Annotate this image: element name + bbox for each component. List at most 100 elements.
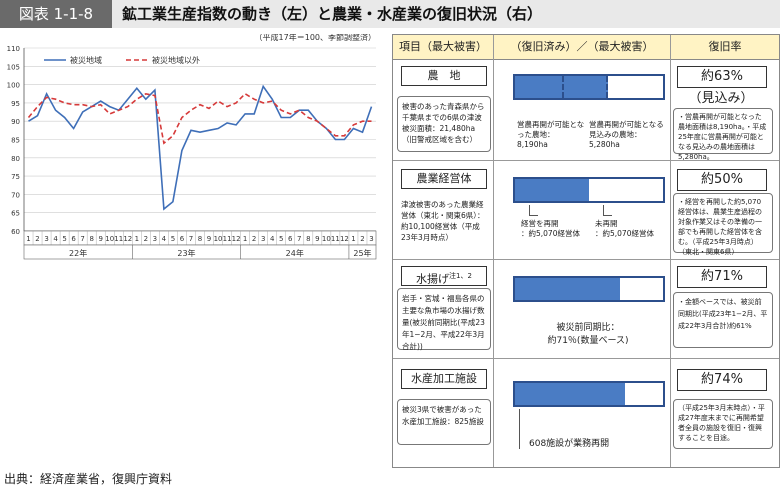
recovered-fill: [515, 383, 625, 405]
x-tick-label: 4: [270, 235, 275, 243]
x-tick-label: 9: [315, 235, 319, 243]
rate-description: （平成25年3月末時点）・平成27年度末までに再開希望者全員の施設を復旧・復興す…: [673, 399, 773, 449]
y-tick-label: 65: [11, 210, 20, 218]
header-item: 項目（最大被害）: [399, 40, 487, 53]
source-note: 出典：経済産業省，復興庁資料: [4, 472, 173, 486]
table-row-farm-entities: 農業経営体 津波被害のあった農業経営体（東北・関東6県）：約10,100経営体（…: [393, 161, 779, 260]
x-tick-label: 2: [360, 235, 364, 243]
x-tick-label: 3: [153, 235, 157, 243]
recovery-rate: 約63%: [677, 66, 767, 88]
item-label: 農業経営体: [401, 169, 487, 189]
item-label: 農 地: [401, 66, 487, 86]
x-tick-label: 5: [279, 235, 283, 243]
recovery-rate-sub: （見込み）: [688, 91, 754, 106]
x-tick-label: 9: [207, 235, 211, 243]
recovered-fill: [515, 278, 621, 300]
note-recovered: 営農再開が可能となった農地： 8,190ha: [517, 120, 585, 149]
year-label: 24年: [286, 248, 304, 258]
series-line-affected: [28, 84, 373, 211]
x-tick-label: 1: [351, 235, 355, 243]
bracket: [603, 205, 612, 216]
x-tick-label: 4: [162, 235, 167, 243]
recovery-rate: 約74%: [677, 369, 767, 391]
item-description: 被災3県で被害があった水産加工施設：825施設: [397, 399, 491, 445]
rate-description: ・金額ベースでは、被災前同期比(平成23年1−2月、平成22年3月合計)約61%: [673, 292, 773, 348]
rate-description: ・経営を再開した約5,070経営体は、農業生産過程の対象作業又はその準備の一部で…: [673, 193, 773, 256]
table-row-fish-landings: 水揚げ注1、2 岩手・宮城・福島各県の主要な魚市場の水揚げ数量(被災前同期比(平…: [393, 260, 779, 359]
item-label: 水産加工施設: [401, 369, 487, 389]
x-tick-label: 8: [198, 235, 202, 243]
legend-label: 被災地域以外: [152, 55, 200, 65]
chart-note: （平成17年＝100、季節調整済）: [255, 34, 376, 42]
x-tick-label: 8: [306, 235, 310, 243]
recovery-table: 項目（最大被害） （復旧済み）／（最大被害） 復旧率 農 地 被害のあった青森県…: [392, 34, 780, 468]
x-tick-label: 12: [123, 235, 132, 243]
x-tick-label: 5: [171, 235, 175, 243]
x-tick-label: 1: [135, 235, 139, 243]
expected-fill: [562, 76, 609, 98]
figure-header: 図表 1-1-8 鉱工業生産指数の動き（左）と農業・水産業の復旧状況（右）: [0, 0, 780, 28]
x-tick-label: 2: [144, 235, 148, 243]
industrial-production-chart: （平成17年＝100、季節調整済）60657075808590951001051…: [7, 34, 377, 260]
x-tick-label: 10: [105, 235, 114, 243]
item-description: 岩手・宮城・福島各県の主要な魚市場の水揚げ数量(被災前同期比(平成23年1−2月…: [397, 288, 491, 351]
x-tick-label: 5: [62, 235, 66, 243]
item-description: 被害のあった青森県から千葉県までの6県の津波被災面積：21,480ha（旧警戒区…: [397, 96, 491, 152]
figure-title: 鉱工業生産指数の動き（左）と農業・水産業の復旧状況（右）: [122, 5, 543, 23]
x-tick-label: 10: [214, 235, 223, 243]
column-divider: [493, 35, 494, 467]
legend-label: 被災地域: [70, 55, 102, 65]
x-tick-label: 11: [114, 235, 123, 243]
note-not-restarted: 未再開 ：約5,070経営体: [595, 219, 654, 238]
x-tick-label: 11: [331, 235, 340, 243]
recovery-rate: 約50%: [677, 169, 767, 191]
header-status: （復旧済み）／（最大被害）: [510, 40, 654, 53]
item-description: 津波被害のあった農業経営体（東北・関東6県）：約10,100経営体（平成23年3…: [401, 200, 485, 242]
x-tick-label: 11: [223, 235, 232, 243]
recovery-rate: 約71%: [677, 266, 767, 288]
x-tick-label: 6: [180, 235, 185, 243]
recovery-bar: [513, 74, 665, 100]
x-tick-label: 7: [189, 235, 193, 243]
year-label: 23年: [177, 248, 195, 258]
x-tick-label: 4: [53, 235, 58, 243]
y-tick-label: 70: [11, 191, 20, 199]
note-landings: 被災前同期比： 約71％(数量ベース): [547, 323, 629, 346]
y-tick-label: 95: [11, 100, 20, 108]
column-divider: [670, 35, 671, 467]
note-expected: 営農再開が可能となる見込みの農地： 5,280ha: [589, 120, 664, 149]
x-tick-label: 3: [44, 235, 48, 243]
recovered-fill: [515, 179, 589, 201]
y-tick-label: 80: [11, 155, 20, 163]
y-tick-label: 100: [7, 82, 20, 90]
y-tick-label: 105: [7, 63, 20, 71]
bracket: [529, 205, 538, 216]
y-tick-label: 60: [11, 228, 20, 236]
recovery-bar: [513, 177, 665, 203]
x-tick-label: 2: [252, 235, 256, 243]
year-label: 22年: [69, 248, 87, 258]
x-tick-label: 8: [89, 235, 93, 243]
year-label: 25年: [353, 248, 371, 258]
recovered-fill: [515, 76, 563, 98]
table-header: 項目（最大被害） （復旧済み）／（最大被害） 復旧率: [393, 35, 779, 60]
x-tick-label: 12: [232, 235, 241, 243]
x-tick-label: 12: [340, 235, 349, 243]
x-tick-label: 7: [80, 235, 84, 243]
x-tick-label: 1: [243, 235, 247, 243]
y-tick-label: 90: [11, 118, 20, 126]
y-tick-label: 85: [11, 137, 20, 145]
x-tick-label: 6: [71, 235, 76, 243]
table-row-seafood-processing: 水産加工施設 被災3県で被害があった水産加工施設：825施設 608施設が業務再…: [393, 359, 779, 466]
recovery-bar: [513, 381, 665, 407]
y-tick-label: 110: [7, 45, 20, 53]
x-tick-label: 6: [288, 235, 293, 243]
x-tick-label: 1: [26, 235, 30, 243]
x-tick-label: 10: [322, 235, 331, 243]
note-restarted: 経営を再開 ：約5,070経営体: [521, 219, 580, 238]
figure-label: 図表 1-1-8: [0, 0, 112, 28]
year-row: [23, 244, 377, 260]
x-tick-label: 3: [261, 235, 265, 243]
item-label: 水揚げ注1、2: [401, 266, 487, 286]
x-tick-label: 2: [35, 235, 39, 243]
